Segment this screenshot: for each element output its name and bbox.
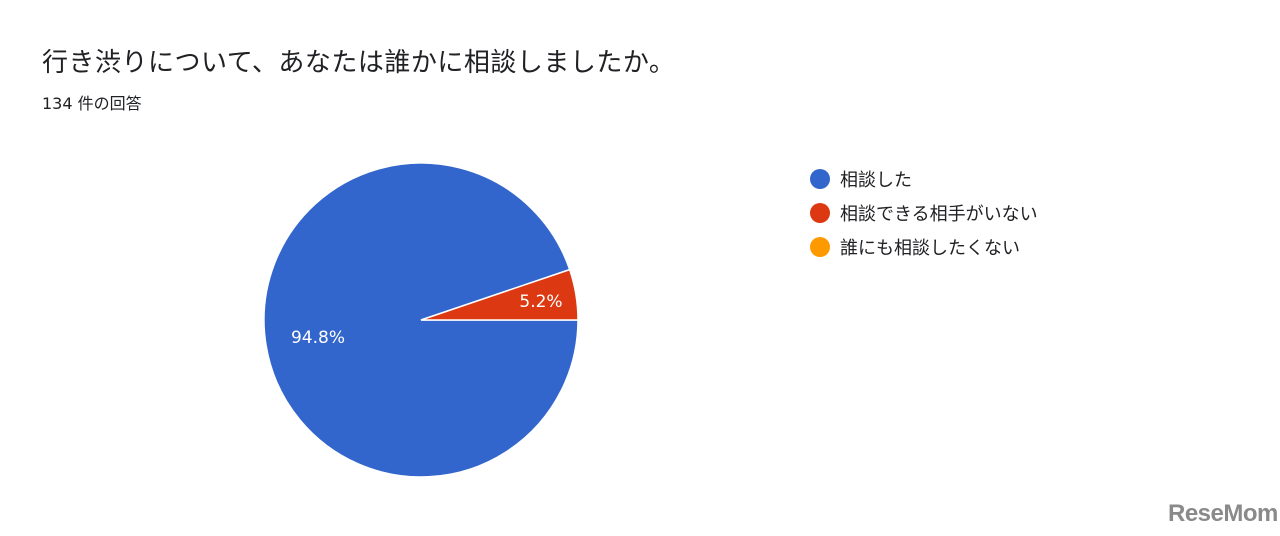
legend-item[interactable]: 相談した <box>810 162 1038 196</box>
chart-title: 行き渋りについて、あなたは誰かに相談しましたか。 <box>42 48 676 78</box>
pie-slice[interactable] <box>420 268 579 321</box>
legend-label: 相談できる相手がいない <box>840 204 1038 225</box>
slice-label: 5.2% <box>519 292 562 312</box>
pie-slice[interactable] <box>263 162 579 478</box>
slice-label: 94.8% <box>291 328 345 348</box>
legend: 相談した 相談できる相手がいない 誰にも相談したくない <box>810 162 1038 264</box>
legend-label: 誰にも相談したくない <box>840 238 1020 259</box>
legend-swatch <box>810 237 830 257</box>
legend-label: 相談した <box>840 170 912 191</box>
legend-swatch <box>810 169 830 189</box>
legend-item[interactable]: 相談できる相手がいない <box>810 196 1038 230</box>
legend-swatch <box>810 203 830 223</box>
legend-item[interactable]: 誰にも相談したくない <box>810 230 1038 264</box>
resemom-logo: ReseMom <box>1168 500 1278 527</box>
response-count: 134 件の回答 <box>42 94 142 113</box>
